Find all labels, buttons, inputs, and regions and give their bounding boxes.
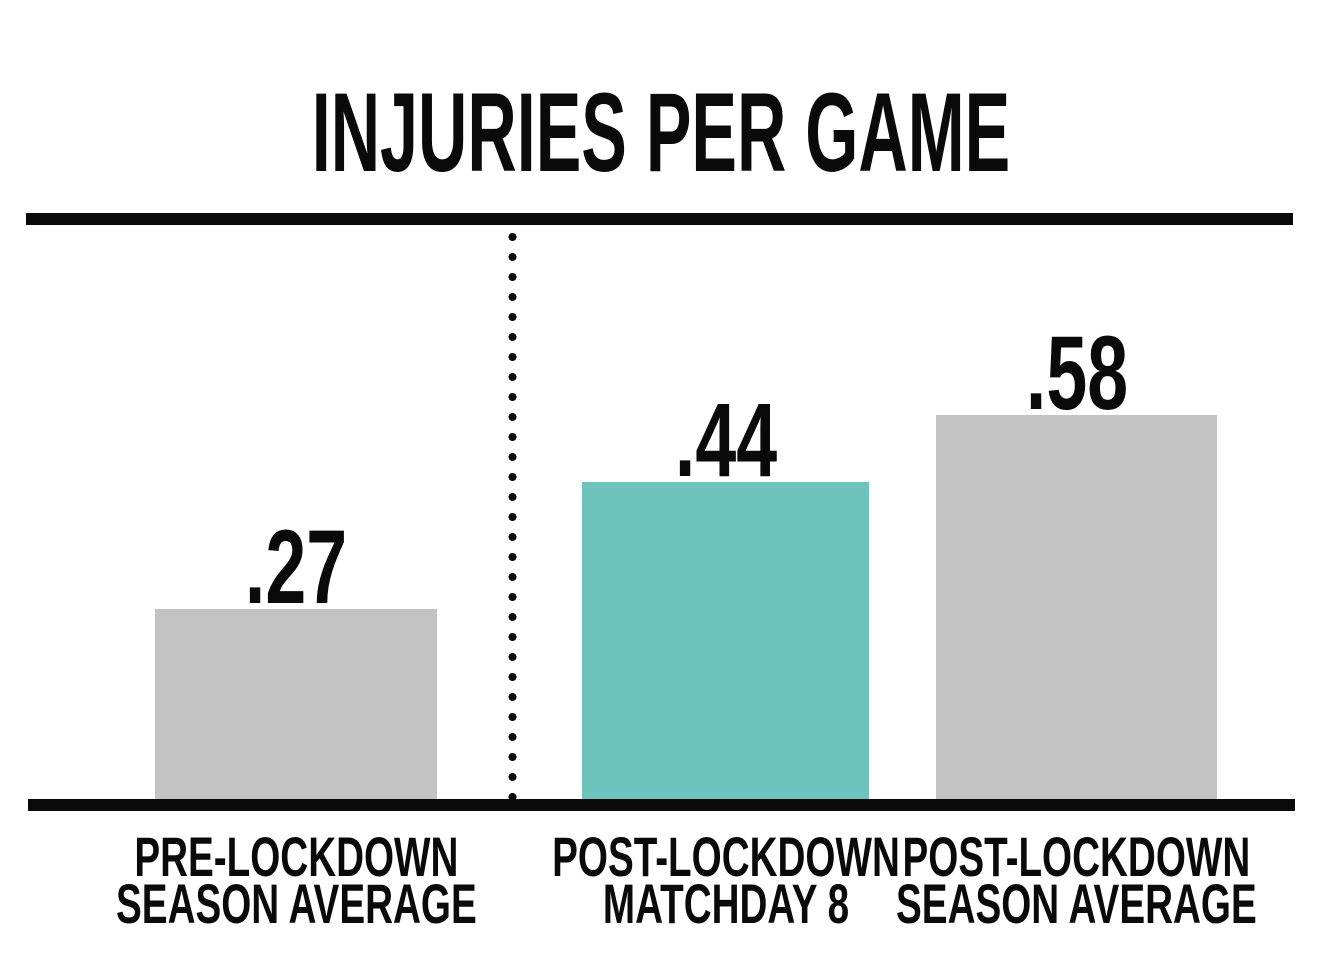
category-label-line2: SEASON AVERAGE [896, 872, 1257, 935]
category-label-line2: SEASON AVERAGE [115, 872, 477, 935]
chart-title: INJURIES PER GAME [311, 70, 1011, 195]
category-label-matchday-8: POST-LOCKDOWN MATCHDAY 8 [552, 829, 900, 932]
bar-pre-lockdown-season-average [155, 609, 437, 799]
category-label-wrap: POST-LOCKDOWN MATCHDAY 8 [552, 829, 900, 932]
category-label-line2: MATCHDAY 8 [602, 872, 849, 935]
value-label-wrap: .27 [155, 515, 437, 620]
category-label-wrap: PRE-LOCKDOWN SEASON AVERAGE [116, 829, 477, 932]
bar-post-lockdown-matchday-8 [582, 482, 869, 799]
top-rule-line [26, 213, 1293, 225]
value-label-pre-lockdown: .27 [244, 509, 348, 626]
baseline-axis [28, 799, 1295, 811]
value-label-matchday-8: .44 [674, 382, 777, 499]
bar-post-lockdown-season-average [936, 415, 1217, 799]
value-label-wrap: .58 [936, 321, 1217, 426]
category-label-line1: POST-LOCKDOWN [551, 825, 900, 888]
category-label-pre-lockdown: PRE-LOCKDOWN SEASON AVERAGE [116, 829, 477, 932]
category-label-wrap: POST-LOCKDOWN SEASON AVERAGE [896, 829, 1257, 932]
value-label-post-lockdown: .58 [1025, 315, 1128, 432]
category-label-line1: PRE-LOCKDOWN [133, 825, 459, 888]
value-label-wrap: .44 [582, 388, 869, 493]
category-label-line1: POST-LOCKDOWN [902, 825, 1251, 888]
dotted-divider-line [508, 227, 517, 807]
category-label-post-lockdown: POST-LOCKDOWN SEASON AVERAGE [896, 829, 1257, 932]
